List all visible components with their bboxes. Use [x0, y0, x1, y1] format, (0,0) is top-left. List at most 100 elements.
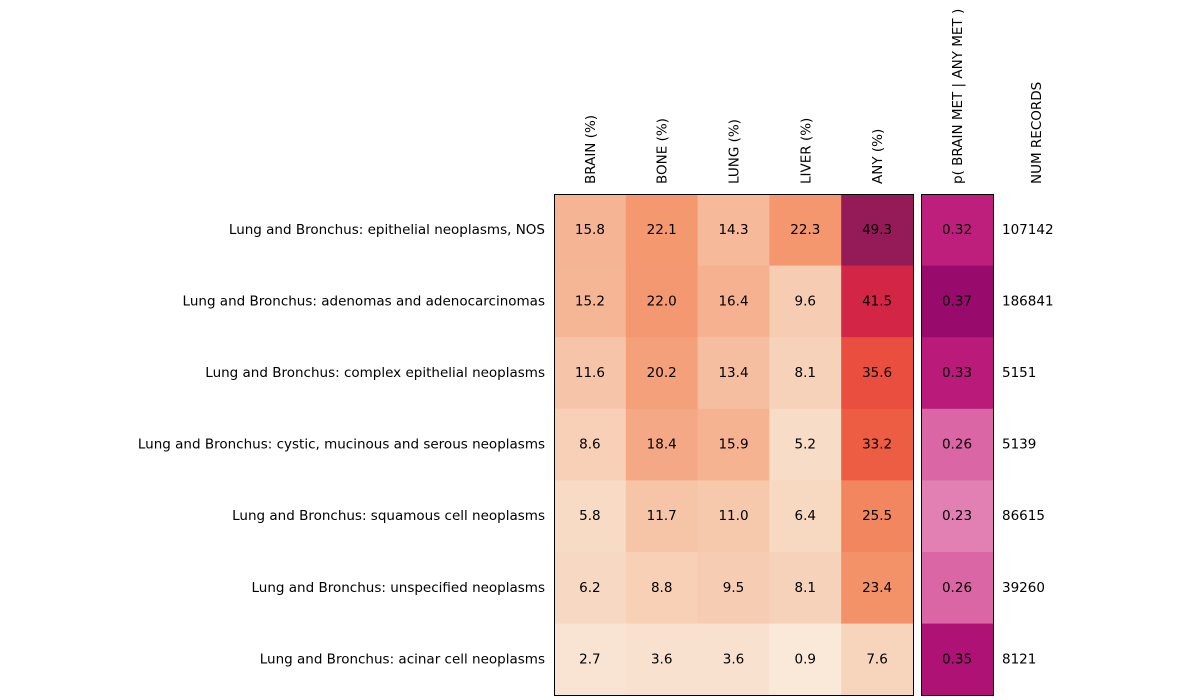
cell-value-label: 7.6: [866, 651, 887, 667]
cell-value-label: 41.5: [862, 293, 892, 309]
cell-value-label: 16.4: [718, 293, 748, 309]
num-records-value: 5151: [1002, 365, 1036, 381]
heatmap-cell: [625, 337, 699, 410]
cell-value-label: 6.4: [795, 508, 816, 524]
column-labels: BRAIN (%) BONE (%) LUNG (%) LIVER (%) ANY (%…: [583, 9, 1045, 184]
p-brain-met-heatmap: 0.32 0.37 0.33 0.26 0.23 0.26 0.35: [921, 194, 993, 696]
cell-value-label: 22.3: [790, 222, 820, 238]
p-cell-value-label: 0.35: [942, 651, 972, 667]
heatmap-cell: [697, 623, 770, 696]
row-label: Lung and Bronchus: unspecified neoplasms: [252, 580, 545, 596]
heatmap-cell: [554, 480, 627, 553]
heatmap-cell: [769, 194, 842, 267]
num-records-value: 186841: [1002, 293, 1054, 309]
p-cell: [921, 623, 993, 696]
cell-value-label: 23.4: [862, 580, 892, 596]
heatmap-cell: [841, 265, 914, 338]
heatmap-cell: [554, 265, 627, 338]
heatmap-cell: [841, 480, 914, 553]
heatmap-cell: [769, 480, 842, 553]
heatmap-cell: [554, 337, 627, 410]
num-records-value: 8121: [1002, 651, 1036, 667]
heatmap-cell: [554, 552, 627, 625]
heatmap-cell: [625, 480, 699, 553]
row-label: Lung and Bronchus: acinar cell neoplasms: [260, 651, 545, 667]
p-cell-value-label: 0.32: [942, 222, 972, 238]
count-column-label: NUM RECORDS: [1029, 82, 1045, 184]
cell-value-label: 20.2: [647, 365, 677, 381]
cell-value-label: 15.2: [575, 293, 605, 309]
cell-value-label: 8.8: [651, 580, 672, 596]
cell-value-label: 15.9: [718, 437, 748, 453]
heatmap-cell: [625, 552, 699, 625]
num-records-value: 107142: [1002, 222, 1054, 238]
heatmap-cell: [769, 623, 842, 696]
heatmap-cell: [554, 408, 627, 481]
heatmap-cell: [769, 552, 842, 625]
cell-value-label: 14.3: [718, 222, 748, 238]
column-label: BONE (%): [655, 118, 671, 184]
heatmap-cell: [625, 623, 699, 696]
heatmap-cell: [625, 265, 699, 338]
row-label: Lung and Bronchus: adenomas and adenocar…: [183, 293, 545, 309]
p-heatmap-frame: [921, 194, 994, 696]
num-records-value: 86615: [1002, 508, 1045, 524]
cell-value-label: 5.2: [795, 437, 816, 453]
heatmap-cell: [697, 337, 770, 410]
heatmap-cell: [841, 194, 914, 267]
cell-value-label: 11.7: [647, 508, 677, 524]
cell-value-label: 8.1: [795, 365, 816, 381]
heatmap-cell: [625, 194, 699, 267]
heatmap-cell: [554, 623, 627, 696]
p-cell-value-label: 0.33: [942, 365, 972, 381]
p-cell-value-label: 0.37: [942, 293, 972, 309]
column-label: BRAIN (%): [583, 115, 599, 184]
heatmap-cell: [697, 552, 770, 625]
cell-value-label: 49.3: [862, 222, 892, 238]
p-cell: [921, 337, 993, 410]
heatmap-cell: [769, 337, 842, 410]
heatmap-cell: [697, 194, 770, 267]
p-cell: [921, 480, 993, 553]
row-label: Lung and Bronchus: complex epithelial ne…: [205, 365, 545, 381]
num-records-value: 39260: [1002, 580, 1045, 596]
cell-value-label: 9.6: [795, 293, 816, 309]
cell-value-label: 3.6: [723, 651, 744, 667]
p-cell: [921, 265, 993, 338]
main-heatmap: 15.8 22.1 14.3 22.3 49.3 15.2 22.0 16.4 9.6 41.5 1…: [554, 194, 914, 696]
cell-value-label: 11.0: [718, 508, 748, 524]
cell-value-label: 3.6: [651, 651, 672, 667]
main-heatmap-frame: [554, 194, 914, 696]
heatmap-cell: [841, 337, 914, 410]
p-cell-value-label: 0.26: [942, 580, 972, 596]
num-records-column: 107142 186841 5151 5139 86615 39260 8121: [1002, 222, 1054, 668]
row-labels: Lung and Bronchus: epithelial neoplasms,…: [138, 222, 545, 668]
cell-value-label: 11.6: [575, 365, 605, 381]
column-label: LIVER (%): [798, 118, 814, 184]
cell-value-label: 6.2: [579, 580, 600, 596]
cell-value-label: 33.2: [862, 437, 892, 453]
heatmap-cell: [841, 552, 914, 625]
column-label: LUNG (%): [727, 119, 743, 184]
row-label: Lung and Bronchus: cystic, mucinous and …: [138, 437, 545, 453]
heatmap-cell: [769, 408, 842, 481]
num-records-value: 5139: [1002, 437, 1036, 453]
heatmap-cell: [554, 194, 627, 267]
p-cell-value-label: 0.23: [942, 508, 972, 524]
p-cell: [921, 552, 993, 625]
cell-value-label: 15.8: [575, 222, 605, 238]
row-label: Lung and Bronchus: epithelial neoplasms,…: [229, 222, 545, 238]
heatmap-cell: [841, 623, 914, 696]
cell-value-label: 0.9: [795, 651, 816, 667]
cell-value-label: 8.1: [795, 580, 816, 596]
cell-value-label: 35.6: [862, 365, 892, 381]
p-cell: [921, 194, 993, 267]
column-label: ANY (%): [870, 129, 886, 184]
p-column-label: p( BRAIN MET | ANY MET ): [950, 9, 966, 184]
cell-value-label: 25.5: [862, 508, 892, 524]
cell-value-label: 9.5: [723, 580, 744, 596]
heatmap-cell: [625, 408, 699, 481]
cell-value-label: 5.8: [579, 508, 600, 524]
p-cell: [921, 408, 993, 481]
